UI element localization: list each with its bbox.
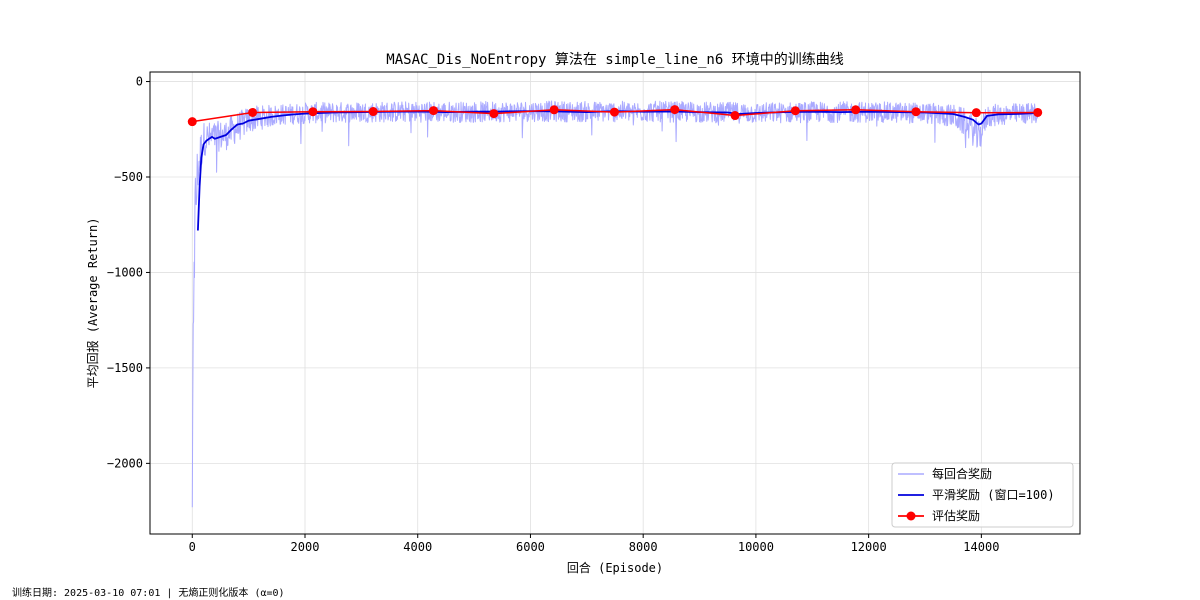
eval-reward-point <box>609 107 619 117</box>
eval-reward-layer <box>187 105 1043 127</box>
eval-reward-point <box>851 105 861 115</box>
eval-reward-point <box>670 105 680 115</box>
x-tick-label: 8000 <box>629 540 658 554</box>
plot-frame <box>149 71 1081 535</box>
x-tick-label: 6000 <box>516 540 545 554</box>
eval-reward-point <box>368 107 378 117</box>
x-axis-label: 回合 (Episode) <box>567 560 663 575</box>
y-tick-label: −2000 <box>107 456 143 470</box>
raw-reward-line <box>191 100 1039 508</box>
eval-reward-point <box>549 105 559 115</box>
x-tick-label: 14000 <box>963 540 999 554</box>
legend-swatch-marker <box>906 511 916 521</box>
y-tick-label: −1500 <box>107 361 143 375</box>
raw-reward-layer <box>191 100 1039 508</box>
x-tick-label: 4000 <box>403 540 432 554</box>
smooth-reward-line <box>197 110 1038 231</box>
smooth-reward-layer <box>197 110 1038 231</box>
legend-box <box>891 462 1074 528</box>
tick-layer: 0 2000 4000 6000 8000 10000 12000 14000 0 −500 −10… <box>107 75 1000 554</box>
y-tick-label: −500 <box>114 170 143 184</box>
legend-entry-label: 平滑奖励 (窗口=100) <box>932 488 1055 502</box>
x-tick-label: 10000 <box>738 540 774 554</box>
footer-note: 训练日期: 2025-03-10 07:01 | 无熵正则化版本 (α=0) <box>12 588 285 599</box>
legend-entry-label: 每回合奖励 <box>932 466 992 481</box>
eval-reward-point <box>971 108 981 118</box>
eval-reward-point <box>790 106 800 116</box>
eval-reward-point <box>489 109 499 119</box>
x-tick-label: 0 <box>189 540 196 554</box>
legend-entry-label: 评估奖励 <box>932 509 980 523</box>
y-tick-label: −1000 <box>107 265 143 279</box>
y-tick-label: 0 <box>136 75 143 89</box>
eval-reward-point <box>187 117 197 127</box>
eval-reward-point <box>308 107 318 117</box>
eval-reward-point <box>911 107 921 117</box>
y-axis-label: 平均回报 (Average Return) <box>85 218 100 389</box>
eval-reward-point <box>1033 107 1043 117</box>
x-tick-label: 2000 <box>291 540 320 554</box>
eval-reward-point <box>248 107 258 117</box>
x-tick-label: 12000 <box>851 540 887 554</box>
chart-title: MASAC_Dis_NoEntropy 算法在 simple_line_n6 环… <box>386 52 843 68</box>
eval-reward-point <box>429 106 439 116</box>
eval-reward-point <box>730 111 740 121</box>
